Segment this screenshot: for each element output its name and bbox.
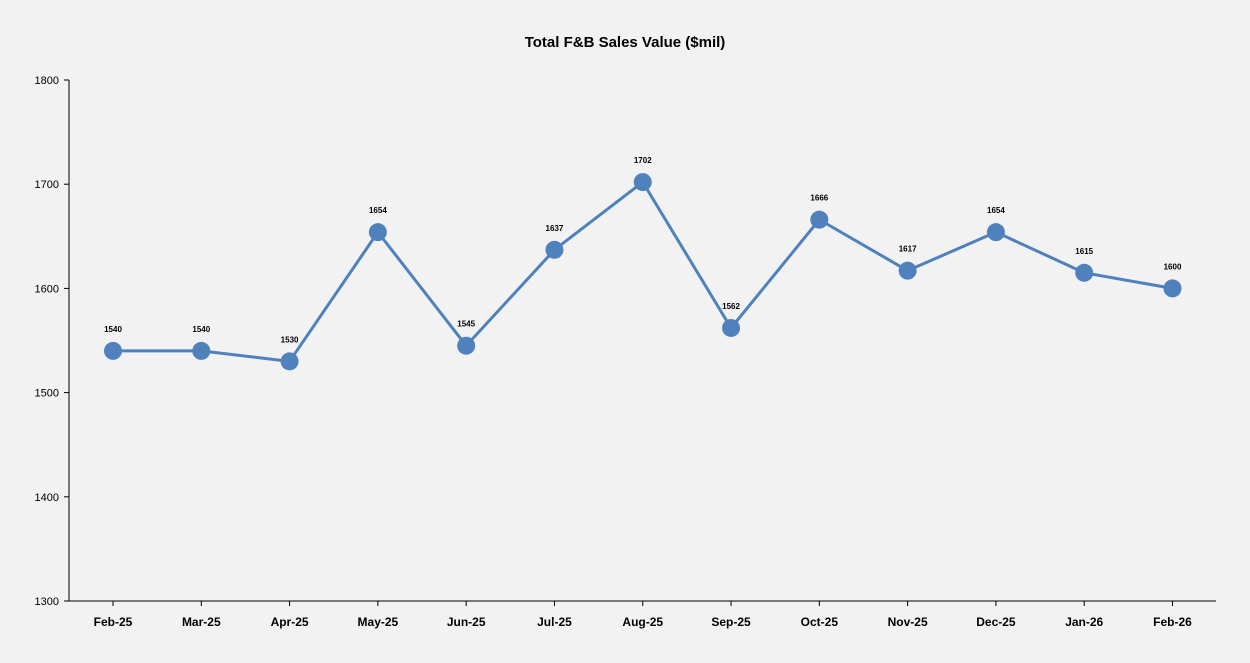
data-label: 1666	[810, 194, 828, 203]
x-tick-label: Feb-25	[94, 615, 133, 629]
y-tick-label: 1600	[35, 283, 59, 295]
y-tick-label: 1700	[35, 179, 59, 191]
data-label: 1562	[722, 302, 740, 311]
chart-series	[104, 173, 1182, 371]
x-tick-label: Nov-25	[888, 615, 928, 629]
data-label: 1617	[899, 245, 917, 254]
data-label: 1540	[192, 325, 210, 334]
data-label: 1654	[987, 206, 1005, 215]
data-point-marker	[1163, 279, 1182, 298]
x-tick-label: May-25	[358, 615, 399, 629]
chart-labels: 1540 1540 1530 1654 1545 1637 1702 1562 1666 1617…	[104, 156, 1182, 344]
y-tick-label: 1300	[35, 596, 59, 608]
x-tick-label: Aug-25	[622, 615, 663, 629]
data-label: 1540	[104, 325, 122, 334]
x-tick-label: Jan-26	[1065, 615, 1103, 629]
x-tick-label: Jun-25	[447, 615, 486, 629]
y-tick-label: 1400	[35, 492, 59, 504]
data-point-marker	[280, 352, 299, 371]
y-tick-label: 1500	[35, 388, 59, 400]
data-point-marker	[192, 341, 211, 360]
data-label: 1615	[1075, 247, 1093, 256]
data-point-marker	[368, 223, 387, 242]
x-tick-label: Feb-26	[1153, 615, 1192, 629]
data-label: 1600	[1164, 262, 1182, 271]
chart-axes: 1300 1400 1500 1600 1700 1800 Feb-25 Mar-25 Apr-…	[35, 75, 1216, 629]
data-label: 1654	[369, 206, 387, 215]
y-tick-label: 1800	[35, 75, 59, 87]
data-point-marker	[810, 210, 829, 229]
series-line	[113, 180, 1173, 363]
x-tick-label: Apr-25	[271, 615, 309, 629]
data-label: 1530	[281, 335, 299, 344]
data-point-marker	[1075, 263, 1094, 282]
data-label: 1702	[634, 156, 652, 165]
data-point-marker	[722, 318, 741, 337]
data-label: 1637	[546, 224, 564, 233]
data-point-marker	[545, 240, 564, 259]
data-point-marker	[104, 341, 122, 360]
x-tick-label: Oct-25	[801, 615, 839, 629]
data-point-marker	[986, 223, 1005, 242]
chart-title: Total F&B Sales Value ($mil)	[525, 34, 726, 51]
data-point-marker	[457, 336, 476, 355]
x-tick-label: Sep-25	[711, 615, 751, 629]
data-label: 1545	[457, 320, 475, 329]
x-tick-label: Dec-25	[976, 615, 1016, 629]
x-tick-label: Mar-25	[182, 615, 221, 629]
data-point-marker	[633, 173, 652, 192]
data-point-marker	[898, 261, 917, 280]
x-tick-label: Jul-25	[537, 615, 572, 629]
